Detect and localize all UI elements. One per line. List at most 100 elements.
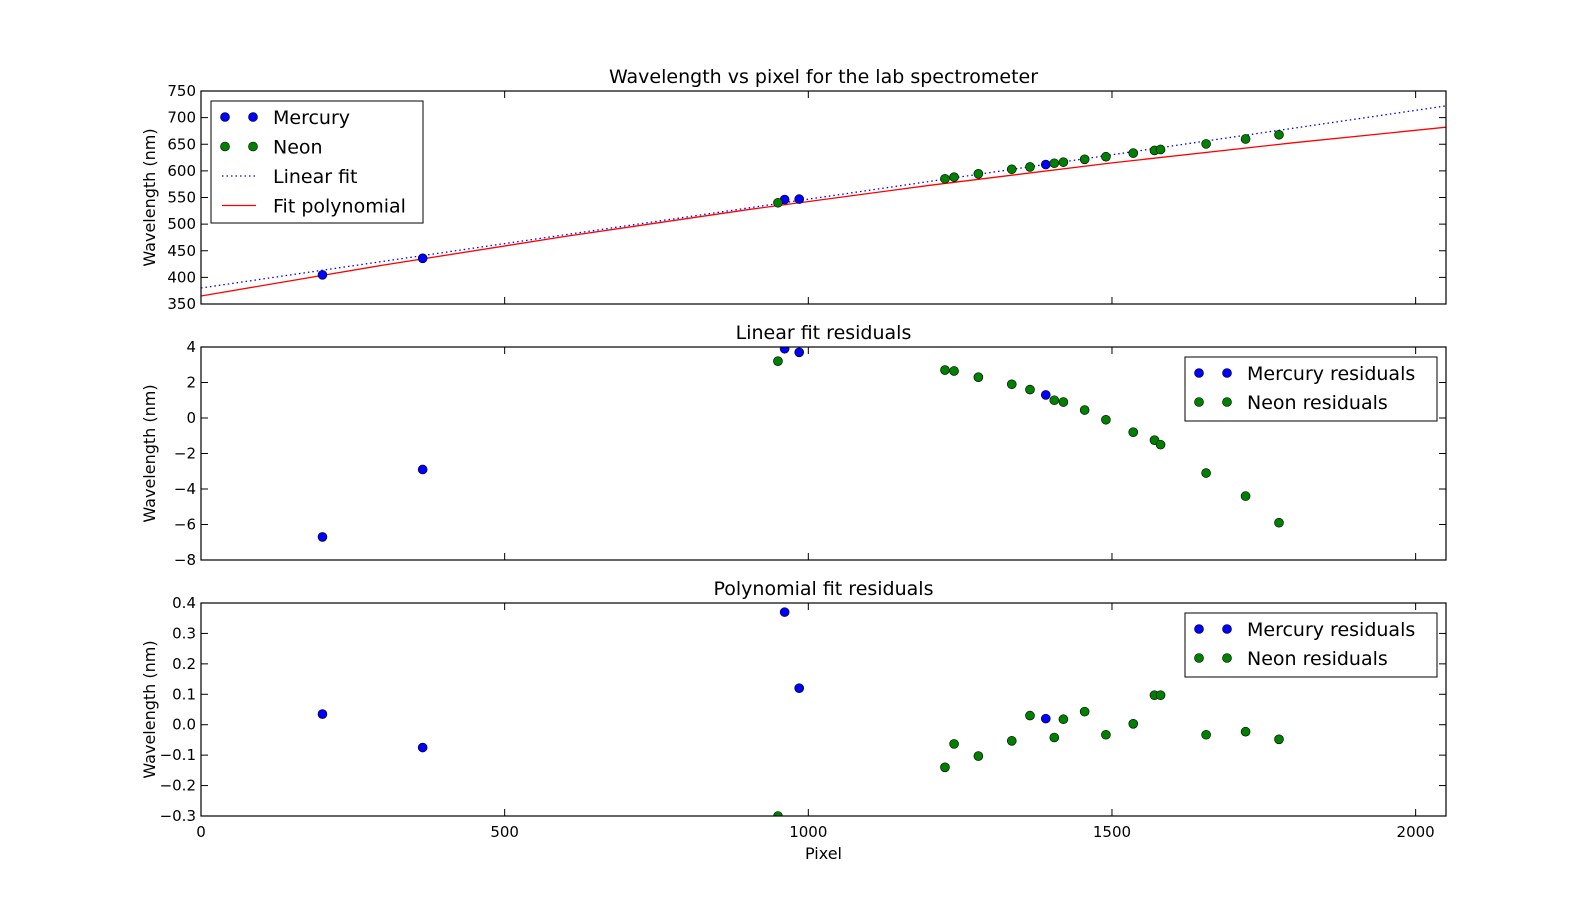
data-point	[1025, 710, 1035, 721]
data-point	[949, 172, 959, 182]
data-point	[1155, 439, 1166, 450]
legend-marker	[248, 112, 258, 122]
data-point	[1058, 397, 1069, 407]
legend: Mercury residuals Neon residuals	[1184, 356, 1438, 422]
data-point	[1049, 395, 1060, 406]
data-point	[317, 532, 328, 542]
plot-area	[317, 607, 1284, 816]
legend-marker	[1194, 653, 1204, 663]
data-point	[794, 347, 805, 358]
y-tick-label: 2	[186, 374, 196, 392]
legend-marker	[220, 112, 230, 122]
data-point	[1006, 379, 1017, 390]
data-point	[973, 169, 984, 179]
data-point	[1128, 427, 1139, 438]
x-tick-label: 0	[196, 823, 206, 841]
y-tick-label: −0.3	[160, 807, 196, 825]
legend-box	[210, 100, 424, 224]
data-point	[940, 173, 950, 184]
y-tick-label: 650	[167, 135, 196, 153]
data-point	[1049, 732, 1060, 743]
data-point	[949, 366, 959, 376]
chart-title: Polynomial fit residuals	[714, 578, 934, 600]
data-point	[417, 742, 428, 753]
y-tick-label: −8	[174, 551, 196, 569]
legend-label: Linear fit	[273, 166, 358, 188]
y-tick-label: 600	[167, 162, 196, 180]
legend: Mercury residuals Neon residuals	[1184, 612, 1438, 678]
data-point	[1101, 729, 1111, 740]
data-point	[417, 253, 428, 264]
legend-box	[1184, 612, 1438, 678]
data-point	[1128, 719, 1139, 729]
data-point	[773, 356, 783, 367]
legend-label: Mercury	[273, 107, 350, 129]
chart-title: Linear fit residuals	[736, 322, 912, 344]
y-tick-label: 4	[186, 338, 196, 356]
data-point	[1025, 384, 1035, 395]
legend-marker	[1194, 397, 1204, 407]
polynomial-fit-line	[201, 126, 1446, 297]
data-point	[1201, 139, 1211, 149]
data-point	[1201, 729, 1211, 740]
legend-marker	[220, 141, 230, 152]
data-point	[1274, 734, 1284, 745]
data-point	[1006, 164, 1017, 175]
data-point	[1128, 148, 1139, 158]
y-tick-label: −0.2	[160, 777, 196, 795]
data-point	[794, 683, 805, 694]
chart-1: Wavelength vs pixel for the lab spectrom…	[140, 66, 1447, 313]
data-point	[317, 709, 328, 719]
legend-marker	[248, 141, 258, 152]
data-point	[1240, 726, 1251, 737]
legend-label: Mercury residuals	[1247, 619, 1415, 641]
legend-marker	[1194, 624, 1204, 634]
data-point	[1079, 154, 1090, 165]
data-point	[1025, 162, 1035, 172]
data-point	[1049, 158, 1060, 169]
legend-label: Neon	[273, 137, 323, 159]
chart-title: Wavelength vs pixel for the lab spectrom…	[609, 66, 1038, 88]
data-point	[1240, 134, 1251, 144]
y-axis-label: Wavelength (nm)	[140, 640, 159, 778]
legend-box	[1184, 356, 1438, 422]
data-point	[1201, 468, 1211, 478]
data-point	[940, 762, 950, 773]
data-point	[1274, 517, 1284, 528]
data-point	[779, 607, 790, 617]
data-point	[1101, 414, 1111, 425]
x-tick-label: 2000	[1397, 823, 1435, 841]
y-axis-label: Wavelength (nm)	[140, 128, 159, 266]
y-tick-label: 0.4	[172, 594, 196, 612]
y-tick-label: −0.1	[160, 746, 196, 764]
y-axis-label: Wavelength (nm)	[140, 384, 159, 522]
data-point	[1079, 706, 1090, 717]
y-tick-label: 0.1	[172, 685, 196, 703]
plot-area	[201, 105, 1446, 297]
legend-label: Neon residuals	[1247, 392, 1388, 414]
data-point	[794, 194, 805, 204]
y-tick-label: 400	[167, 268, 196, 286]
data-point	[1155, 690, 1166, 700]
y-tick-label: 350	[167, 295, 196, 313]
data-point	[973, 751, 984, 761]
axes-frame	[200, 346, 1447, 561]
chart-3: Polynomial fit residuals Wavelength (nm) P…	[140, 578, 1447, 863]
y-tick-label: 450	[167, 242, 196, 260]
data-point	[1058, 714, 1069, 725]
data-point	[1240, 491, 1251, 501]
chart-2: Linear fit residuals Wavelength (nm) −8 −6 −…	[140, 322, 1447, 569]
data-point	[1155, 144, 1166, 155]
data-point	[773, 811, 783, 816]
y-tick-label: 0	[186, 409, 196, 427]
legend-marker	[1194, 368, 1204, 378]
x-tick-label: 500	[490, 823, 519, 841]
legend: Mercury Neon Linear fit Fit polynomial	[210, 100, 424, 224]
y-tick-label: −6	[174, 516, 196, 534]
data-point	[1006, 736, 1017, 746]
y-tick-label: 550	[167, 189, 196, 207]
legend-marker	[1222, 368, 1232, 378]
y-tick-label: 750	[167, 82, 196, 100]
data-point	[1101, 151, 1111, 162]
linear-fit-line	[201, 105, 1446, 289]
